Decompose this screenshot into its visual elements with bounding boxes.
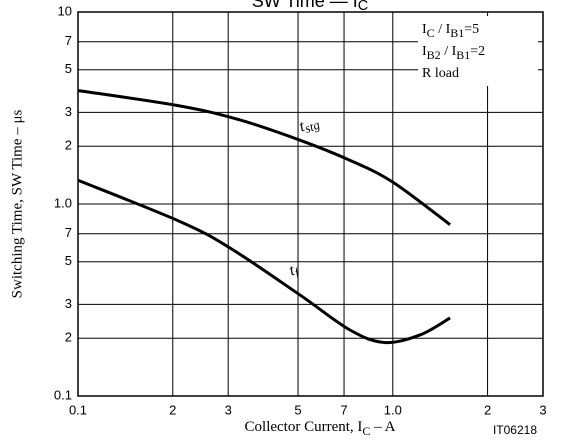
figure-id: IT06218 xyxy=(493,423,537,437)
subscript: stg xyxy=(303,117,322,135)
chart-title: SW Time — IC xyxy=(252,0,368,14)
x-tick-label: 5 xyxy=(294,402,301,417)
text-part: I xyxy=(422,22,427,37)
text-part: – A xyxy=(370,419,395,435)
condition-text: R load xyxy=(422,66,459,81)
subscript: B1 xyxy=(450,26,464,40)
y-tick-label: 3 xyxy=(65,104,72,119)
y-tick-label: 0.1 xyxy=(54,387,72,402)
series-label: tstg xyxy=(297,112,322,137)
x-tick-label: 3 xyxy=(225,402,232,417)
text-part: t xyxy=(297,118,308,136)
text-part: =2 xyxy=(470,44,485,59)
y-tick-label: 10 xyxy=(58,3,72,18)
text-part: / I xyxy=(441,44,457,59)
y-tick-label: 5 xyxy=(65,61,72,76)
x-tick-label: 1.0 xyxy=(384,402,402,417)
y-axis-label: Switching Time, SW Time – μs xyxy=(9,110,25,299)
text-part: =5 xyxy=(464,22,479,37)
subscript: f xyxy=(293,265,303,280)
text-part: I xyxy=(422,44,427,59)
y-tick-label: 7 xyxy=(65,225,72,240)
text-part: Collector Current, I xyxy=(245,419,363,435)
subscript: B2 xyxy=(427,48,441,62)
y-tick-label: 7 xyxy=(65,33,72,48)
subscript: C xyxy=(358,0,368,14)
text-part: SW Time — I xyxy=(252,0,358,11)
text-part: t xyxy=(287,262,298,280)
line-series xyxy=(77,178,451,345)
text-part: / I xyxy=(435,22,451,37)
subscript: C xyxy=(362,424,370,438)
condition-text: IB2 / IB1=2 xyxy=(422,44,485,62)
x-tick-label: 2 xyxy=(484,402,491,417)
y-tick-label: 1.0 xyxy=(54,195,72,210)
line-series xyxy=(77,89,451,226)
x-tick-label: 2 xyxy=(169,402,176,417)
x-tick-label: 0.1 xyxy=(69,402,87,417)
y-tick-label: 3 xyxy=(65,296,72,311)
y-tick-label: 2 xyxy=(65,138,72,153)
series-label: tf xyxy=(287,260,303,282)
y-tick-label: 2 xyxy=(65,330,72,345)
condition-text: IC / IB1=5 xyxy=(422,22,479,40)
subscript: C xyxy=(427,26,435,40)
text-part: R load xyxy=(422,66,459,81)
annotation-box xyxy=(418,16,538,86)
x-tick-label: 7 xyxy=(340,402,347,417)
subscript: B1 xyxy=(456,48,470,62)
x-tick-label: 3 xyxy=(539,402,546,417)
y-tick-label: 5 xyxy=(65,253,72,268)
x-axis-label: Collector Current, IC – A xyxy=(245,419,396,437)
